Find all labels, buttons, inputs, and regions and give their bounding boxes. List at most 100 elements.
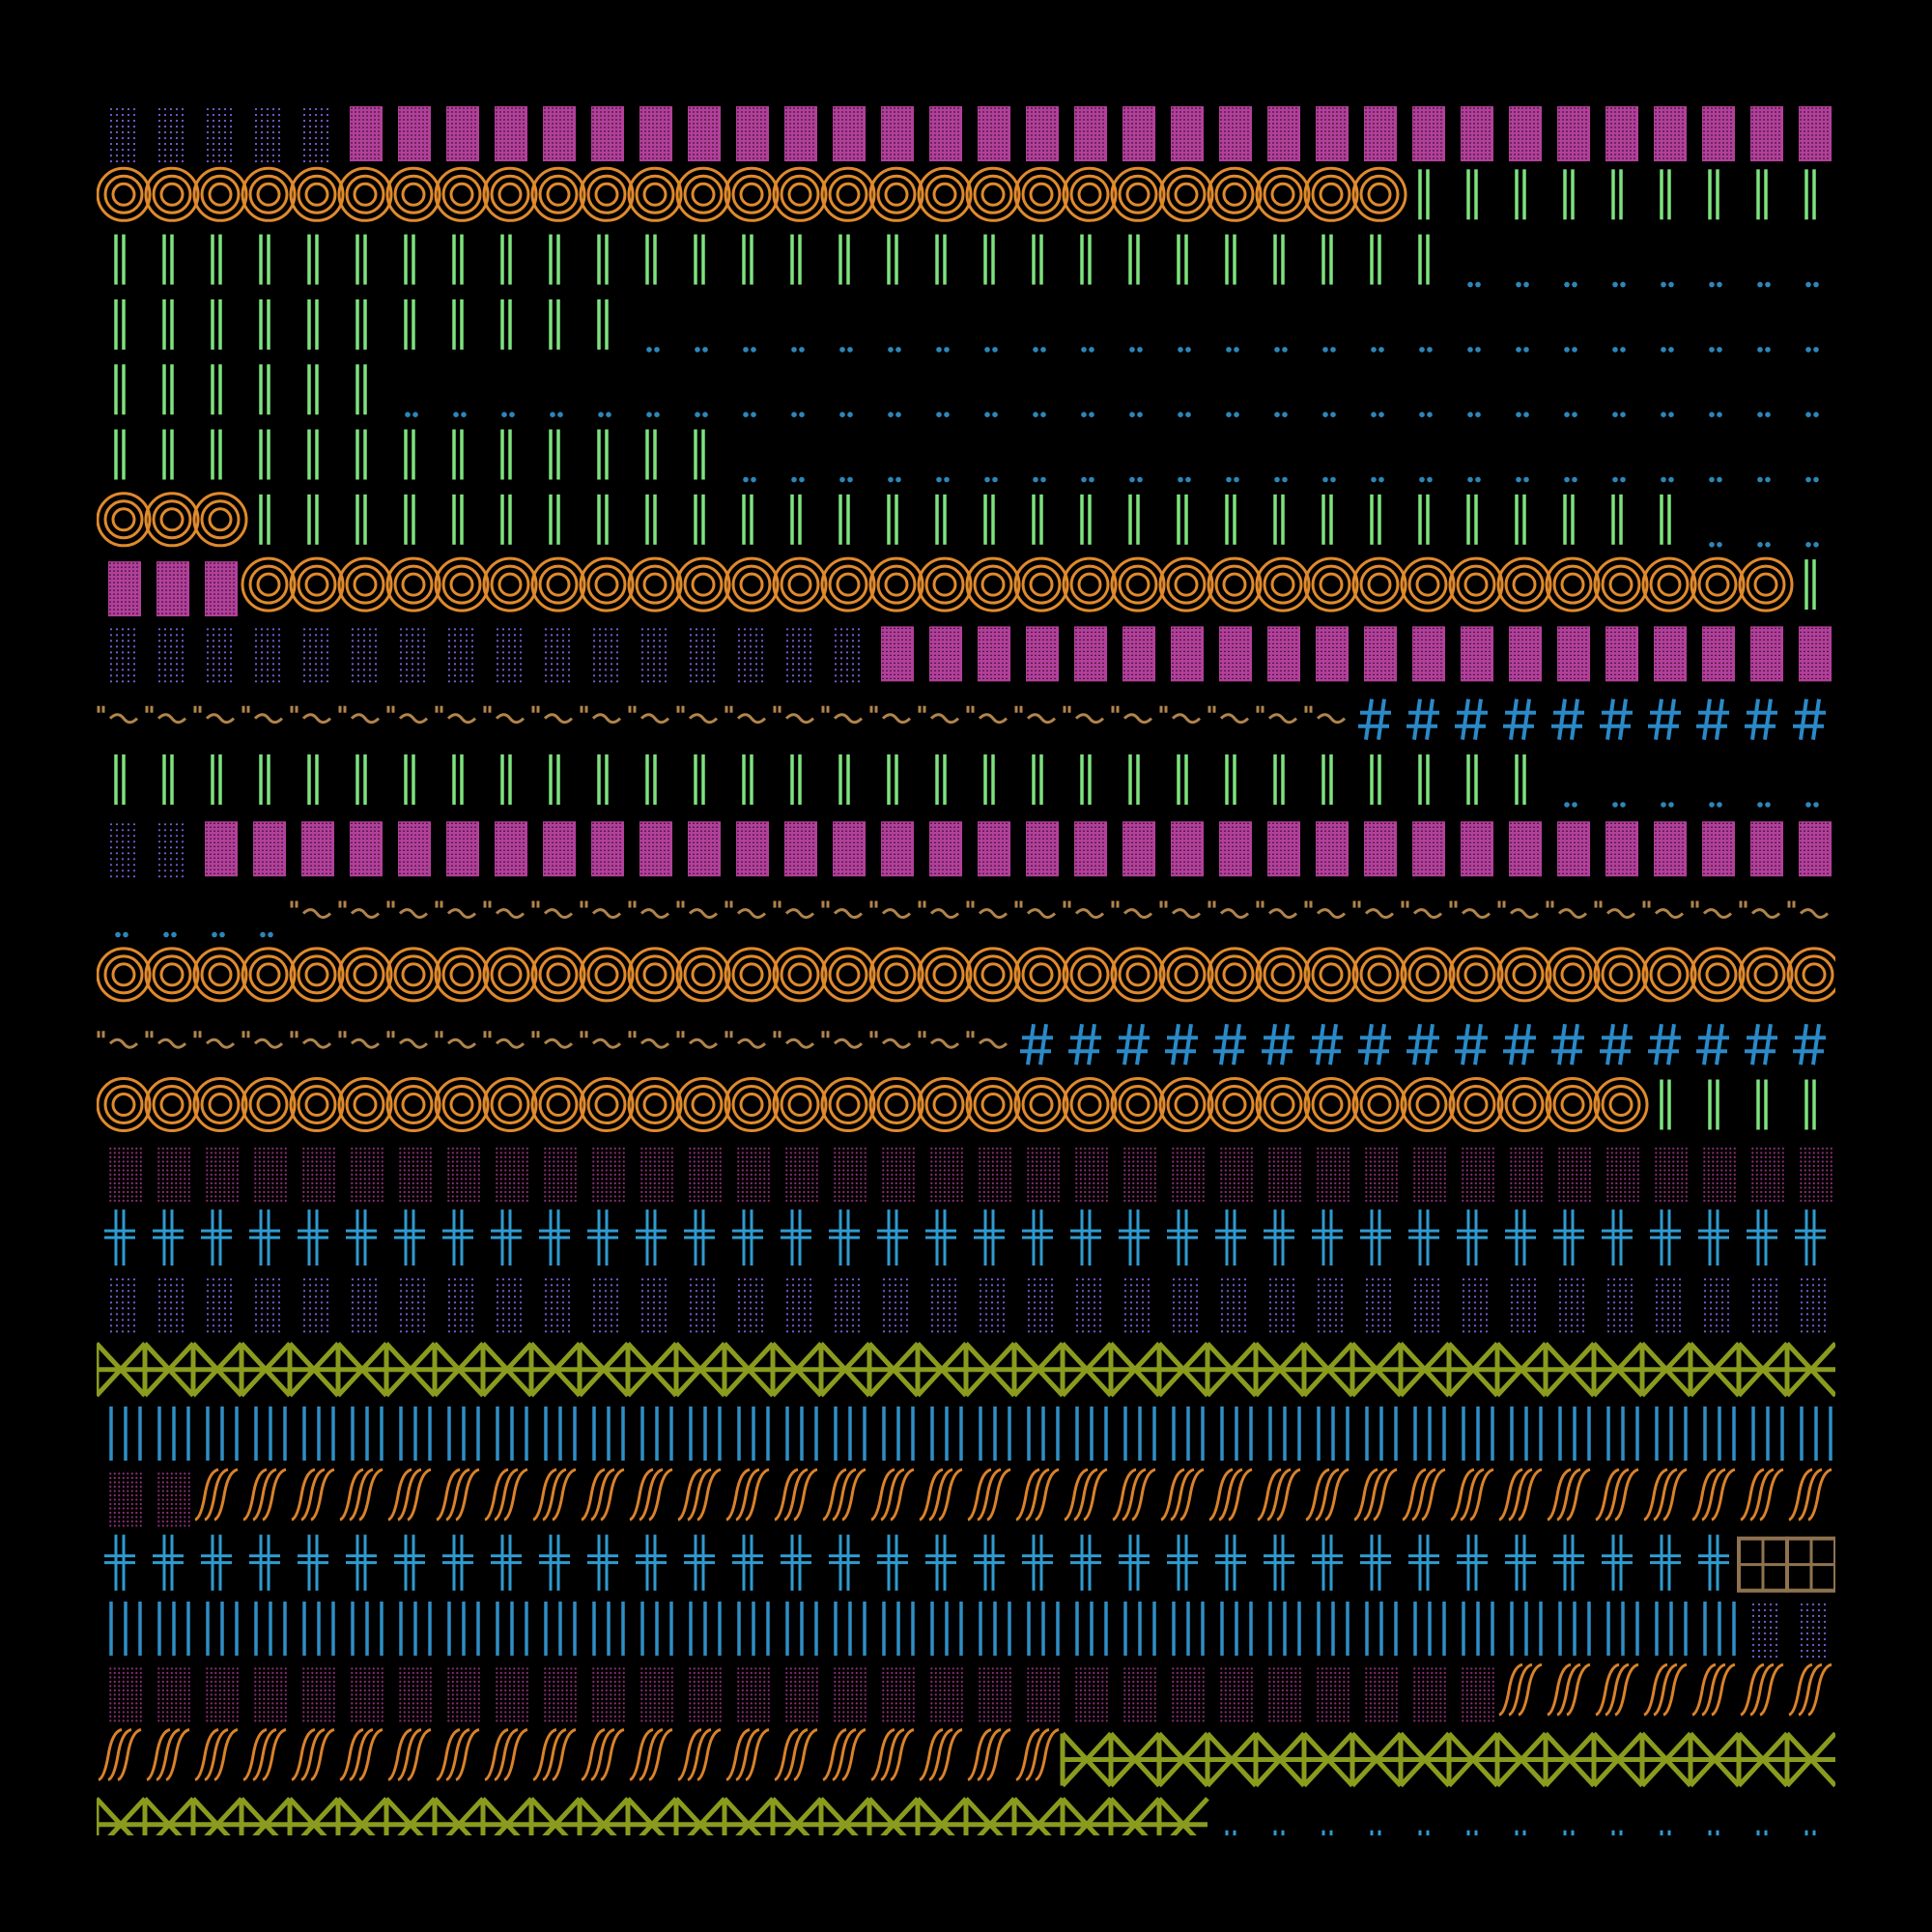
concentric-orange-glyph <box>820 556 876 612</box>
double-bar-green-glyph <box>645 754 657 805</box>
hash-blue-glyph <box>1696 698 1729 740</box>
dotted-magenta-solid-glyph <box>1557 821 1590 877</box>
double-bar-green-glyph <box>1128 234 1140 285</box>
tilde-tan-glyph <box>724 705 767 724</box>
double-dot-blue-glyph <box>791 412 805 418</box>
concentric-orange-glyph <box>1690 556 1746 612</box>
concentric-orange-glyph <box>1545 556 1601 612</box>
dotted-magenta-solid-glyph <box>1316 106 1349 161</box>
concentric-orange-glyph <box>1303 166 1359 222</box>
dotted-magenta-solid-glyph <box>1074 821 1107 877</box>
pattern-row <box>97 698 1826 740</box>
dotted-magenta-solid-glyph <box>1557 626 1590 682</box>
double-bar-green-glyph <box>404 429 415 480</box>
tilde-tan-glyph <box>1352 900 1395 920</box>
dotted-magenta-solid-glyph <box>1267 821 1300 877</box>
dotted-magenta-solid-glyph <box>205 561 238 617</box>
double-bar-green-glyph <box>307 494 319 545</box>
double-bar-green-glyph <box>1273 494 1285 545</box>
pattern-row <box>97 492 1819 548</box>
concentric-orange-glyph <box>627 166 683 222</box>
double-bar-green-glyph <box>1225 754 1236 805</box>
tilde-tan-glyph <box>290 900 332 920</box>
tilde-tan-glyph <box>1159 900 1202 920</box>
double-dot-blue-glyph <box>1805 802 1819 808</box>
double-dot-blue-glyph <box>1129 412 1143 418</box>
tilde-tan-glyph <box>821 900 864 920</box>
tilde-tan-glyph <box>242 705 284 724</box>
concentric-orange-glyph <box>530 166 586 222</box>
double-bar-green-glyph <box>549 494 560 545</box>
double-bar-green-glyph <box>742 494 753 545</box>
tilde-tan-glyph <box>97 705 139 724</box>
double-bar-green-glyph <box>838 494 850 545</box>
tilde-tan-glyph <box>1497 900 1540 920</box>
tilde-tan-glyph <box>1690 900 1733 920</box>
concentric-orange-glyph <box>337 947 393 1003</box>
double-bar-green-glyph <box>355 234 367 285</box>
tilde-tan-glyph <box>1208 705 1250 724</box>
double-bar-green-glyph <box>162 234 174 285</box>
concentric-orange-glyph <box>337 556 393 612</box>
double-dot-blue-glyph <box>1371 476 1384 483</box>
dotted-magenta-solid-glyph <box>1122 821 1155 877</box>
double-bar-green-glyph <box>1708 169 1719 220</box>
concentric-orange-glyph <box>579 556 635 612</box>
double-dot-blue-glyph <box>1129 347 1143 353</box>
concentric-orange-glyph <box>1641 556 1697 612</box>
dotted-magenta-solid-glyph <box>1654 106 1687 161</box>
tilde-tan-glyph <box>290 705 332 724</box>
dotted-violet-glyph <box>351 628 378 683</box>
double-bar-green-glyph <box>259 429 270 480</box>
dotted-magenta-solid-glyph <box>1026 106 1059 161</box>
dotted-magenta-solid-glyph <box>156 561 189 617</box>
dotted-magenta-solid-glyph <box>1026 821 1059 877</box>
dotted-magenta-solid-glyph <box>736 106 769 161</box>
double-bar-green-glyph <box>355 429 367 480</box>
dotted-magenta-solid-glyph <box>1750 106 1783 161</box>
dotted-violet-glyph <box>206 107 233 163</box>
double-bar-green-glyph <box>1418 754 1430 805</box>
double-dot-blue-glyph <box>1757 412 1771 418</box>
pattern-row <box>97 947 1835 1003</box>
tilde-tan-glyph <box>531 900 574 920</box>
dotted-magenta-solid-glyph <box>1171 626 1204 682</box>
tilde-tan-glyph <box>531 705 574 724</box>
double-bar-green-glyph <box>597 234 609 285</box>
hash-blue-glyph <box>1745 698 1777 740</box>
double-bar-green-glyph <box>114 364 126 415</box>
concentric-orange-glyph <box>241 166 297 222</box>
concentric-orange-glyph <box>1110 166 1166 222</box>
double-bar-green-glyph <box>500 754 512 805</box>
tilde-tan-glyph <box>435 705 477 724</box>
dotted-magenta-solid-glyph <box>1654 626 1687 682</box>
concentric-orange-glyph <box>97 947 152 1003</box>
dotted-magenta-solid-glyph <box>1267 106 1300 161</box>
double-bar-green-glyph <box>790 494 802 545</box>
double-dot-blue-glyph <box>1322 476 1336 483</box>
concentric-orange-glyph <box>1351 166 1407 222</box>
pattern-row <box>114 754 1819 808</box>
tilde-tan-glyph <box>1111 705 1153 724</box>
concentric-orange-glyph <box>1448 556 1504 612</box>
double-bar-green-glyph <box>307 754 319 805</box>
double-dot-blue-glyph <box>1467 412 1481 418</box>
dotted-magenta-solid-glyph <box>591 106 624 161</box>
concentric-orange-glyph <box>1013 947 1069 1003</box>
concentric-orange-glyph <box>144 947 200 1003</box>
double-dot-blue-glyph <box>163 931 177 938</box>
concentric-orange-glyph <box>530 556 586 612</box>
dotted-magenta-solid-glyph <box>1412 821 1445 877</box>
double-bar-green-glyph <box>500 429 512 480</box>
concentric-orange-glyph <box>192 166 248 222</box>
concentric-orange-glyph <box>724 556 780 612</box>
dotted-magenta-solid-glyph <box>543 821 576 877</box>
double-dot-blue-glyph <box>1033 412 1046 418</box>
pattern-row <box>114 364 1819 418</box>
double-dot-blue-glyph <box>1467 347 1481 353</box>
double-bar-green-glyph <box>645 429 657 480</box>
tilde-tan-glyph <box>1256 705 1298 724</box>
double-dot-blue-glyph <box>1226 476 1239 483</box>
concentric-orange-glyph <box>1207 556 1263 612</box>
